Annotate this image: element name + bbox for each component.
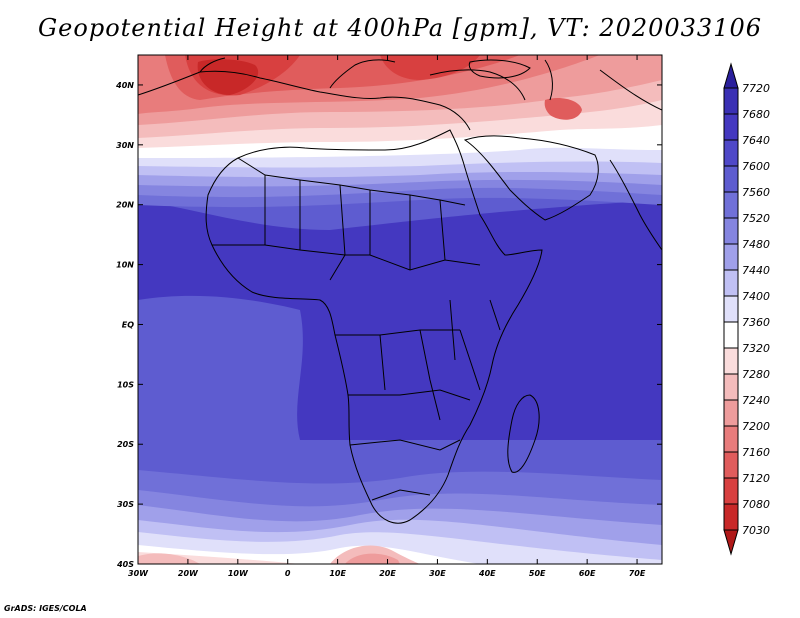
colorbar-label: 7520 <box>742 212 770 225</box>
colorbar-label: 7560 <box>742 186 770 199</box>
y-tick-label: 20N <box>116 201 134 210</box>
y-tick-label: 40S <box>116 560 134 569</box>
colorbar-label: 7680 <box>742 108 770 121</box>
x-tick-label: 40E <box>478 569 496 578</box>
y-tick-label: 30N <box>116 141 134 150</box>
y-tick-label: 20S <box>117 440 134 449</box>
x-tick-label: 30W <box>128 569 149 578</box>
colorbar-label: 7440 <box>742 264 770 277</box>
colorbar-swatch <box>723 269 739 297</box>
y-tick-label: 40N <box>115 81 134 90</box>
y-tick-label: 10N <box>116 261 134 270</box>
x-tick-label: 50E <box>529 569 546 578</box>
colorbar-label: 7600 <box>742 160 770 173</box>
x-tick-label: 20W <box>178 569 199 578</box>
colorbar-label: 7720 <box>742 82 770 95</box>
colorbar: 7720 7680 7640 7600 7560 7520 7480 7440 7400 7360… <box>723 62 770 556</box>
x-tick-label: 10W <box>228 569 249 578</box>
colorbar-label: 7030 <box>742 524 770 537</box>
colorbar-label: 7400 <box>742 290 770 303</box>
colorbar-top-arrow <box>723 62 739 89</box>
colorbar-label: 7080 <box>742 498 770 511</box>
colorbar-bottom-arrow <box>723 529 739 556</box>
colorbar-label: 7120 <box>742 472 770 485</box>
x-tick-label: 70E <box>629 569 646 578</box>
y-tick-label: 10S <box>117 380 134 389</box>
colorbar-swatch <box>723 87 739 115</box>
colorbar-swatch <box>723 243 739 271</box>
colorbar-label: 7240 <box>742 394 770 407</box>
x-tick-label: 60E <box>579 569 596 578</box>
colorbar-swatch <box>723 217 739 245</box>
credit-label: GrADS: IGES/COLA <box>4 604 87 613</box>
colorbar-swatch <box>723 139 739 167</box>
colorbar-swatch <box>723 451 739 479</box>
x-tick-label: 20E <box>379 569 396 578</box>
colorbar-swatch <box>723 425 739 453</box>
coastlines <box>138 57 662 524</box>
colorbar-swatch <box>723 321 739 349</box>
colorbar-swatch <box>723 347 739 375</box>
height-field <box>138 55 662 564</box>
colorbar-swatch <box>723 503 739 531</box>
y-tick-label: EQ <box>122 320 134 329</box>
x-tick-label: 30E <box>429 569 446 578</box>
colorbar-label: 7160 <box>742 446 770 459</box>
colorbar-label: 7480 <box>742 238 770 251</box>
colorbar-swatch <box>723 477 739 505</box>
colorbar-swatch <box>723 399 739 427</box>
colorbar-swatch <box>723 113 739 141</box>
x-tick-label: 0 <box>285 569 291 578</box>
y-axis: 40N 30N 20N 10N EQ 10S 20S 30S 40S <box>115 81 662 569</box>
x-tick-label: 10E <box>329 569 346 578</box>
colorbar-swatch <box>723 191 739 219</box>
map-title: Geopotential Height at 400hPa [gpm], VT:… <box>38 14 762 42</box>
plot-frame <box>137 54 663 565</box>
colorbar-label: 7280 <box>742 368 770 381</box>
colorbar-label: 7320 <box>742 342 770 355</box>
colorbar-swatch <box>723 373 739 401</box>
colorbar-label: 7640 <box>742 134 770 147</box>
colorbar-label: 7360 <box>742 316 770 329</box>
colorbar-swatch <box>723 165 739 193</box>
colorbar-label: 7200 <box>742 420 770 433</box>
x-axis: 30W 20W 10W 0 10E 20E 30E 40E 50E 60E 70E <box>128 55 646 578</box>
colorbar-swatch <box>723 295 739 323</box>
y-tick-label: 30S <box>117 500 134 509</box>
